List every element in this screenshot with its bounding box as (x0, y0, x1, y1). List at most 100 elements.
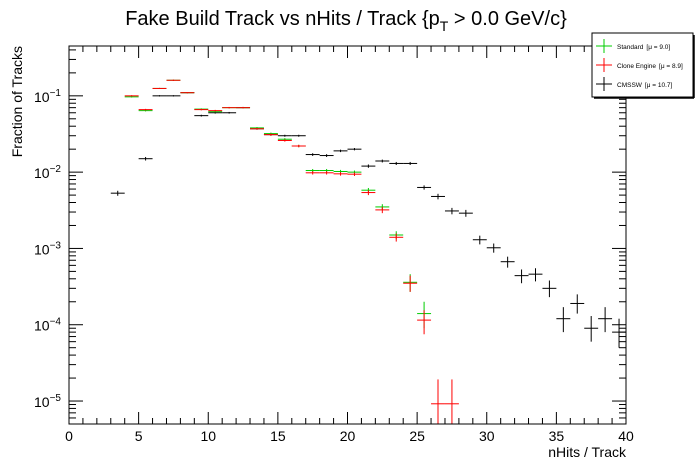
x-axis-label: nHits / Track (548, 444, 627, 460)
plot-area (110, 79, 626, 424)
legend-label: CMSSW [μ = 10.7] (617, 82, 673, 89)
data-point (277, 134, 292, 137)
data-point (417, 185, 432, 190)
data-point (598, 307, 613, 333)
x-tick-label: 25 (409, 428, 425, 444)
data-point (570, 294, 585, 314)
data-point (180, 92, 195, 94)
y-tick-label-base: 10 (34, 394, 50, 410)
x-tick-label: 40 (618, 428, 634, 444)
data-point (194, 114, 209, 117)
data-point (514, 269, 529, 284)
legend-series-mean: [μ = 8.9] (659, 63, 683, 70)
y-tick-label-exponent: −2 (50, 164, 62, 175)
chart-title: Fake Build Track vs nHits / Track {pT > … (125, 8, 567, 34)
legend-series-name: Standard (617, 44, 644, 51)
legend-series-mean: [μ = 10.7] (645, 82, 673, 89)
y-tick-label-base: 10 (34, 318, 50, 334)
data-point (277, 139, 292, 142)
x-tick-label: 30 (479, 428, 495, 444)
data-point (194, 108, 209, 111)
data-point (347, 172, 362, 176)
data-point (584, 316, 599, 342)
x-tick-label: 5 (135, 428, 143, 444)
data-point (417, 310, 432, 335)
y-tick-label: 10−1 (34, 88, 61, 105)
legend-item: Standard [μ = 9.0] (596, 39, 670, 53)
y-tick-label: 10−2 (34, 164, 61, 181)
data-point (431, 193, 445, 200)
data-point (263, 133, 278, 136)
x-tick-label: 15 (270, 428, 286, 444)
data-point (152, 87, 167, 89)
y-tick-label-base: 10 (34, 241, 50, 257)
data-point (389, 233, 404, 242)
data-point (305, 153, 320, 156)
data-point (208, 109, 223, 112)
data-point (361, 164, 376, 168)
data-point (486, 243, 501, 253)
data-point (236, 106, 251, 109)
x-tick-label: 20 (340, 428, 356, 444)
data-point (138, 108, 153, 111)
data-point (444, 207, 459, 215)
legend-item: CMSSW [μ = 10.7] (596, 77, 673, 91)
data-point (528, 268, 543, 282)
data-point (305, 171, 320, 175)
chart-title-subscript: T (440, 18, 449, 34)
data-point (291, 144, 306, 148)
data-point (500, 256, 515, 268)
data-point (166, 95, 181, 97)
legend-series-name: Clone Engine (617, 63, 656, 70)
data-point (556, 307, 571, 333)
chart-title-tail: > 0.0 GeV/c} (448, 8, 567, 30)
legend-item: Clone Engine [μ = 8.9] (596, 58, 683, 72)
data-point (124, 95, 139, 97)
y-tick-label-exponent: −1 (50, 88, 62, 99)
chart-title-main: Fake Build Track vs nHits / Track {p (125, 8, 440, 30)
data-point (431, 379, 445, 424)
legend: Standard [μ = 9.0] Clone Engine [μ = 8.9] CM… (591, 32, 695, 99)
y-tick-label-exponent: −4 (50, 317, 62, 328)
y-tick-label: 10−4 (34, 317, 61, 334)
legend-series-name: CMSSW (617, 82, 643, 89)
data-point (110, 190, 125, 196)
y-axis-label: Fraction of Tracks (9, 46, 25, 157)
legend-label: Clone Engine [μ = 8.9] (617, 63, 683, 70)
y-tick-label: 10−3 (34, 240, 61, 257)
data-point (361, 190, 376, 196)
data-point (333, 172, 348, 176)
data-point (333, 149, 348, 153)
data-point (319, 171, 334, 175)
y-tick-label-exponent: −5 (50, 393, 62, 404)
data-point (444, 379, 459, 424)
data-point (403, 161, 418, 166)
legend-series-mean: [μ = 9.0] (646, 44, 670, 51)
data-point (319, 154, 334, 157)
data-point (347, 148, 362, 151)
data-point (250, 127, 264, 130)
data-point (138, 156, 153, 161)
data-point (542, 280, 557, 298)
data-point (152, 95, 167, 97)
y-tick-label-base: 10 (34, 89, 50, 105)
x-tick-label: 10 (200, 428, 216, 444)
data-point (222, 111, 237, 114)
data-point (166, 79, 181, 81)
data-point (291, 134, 306, 137)
data-point (458, 209, 473, 217)
data-point (403, 275, 418, 292)
data-point (472, 235, 487, 245)
y-tick-label-base: 10 (34, 165, 50, 181)
x-tick-label: 35 (549, 428, 565, 444)
data-point (375, 206, 390, 214)
series-clone-engine (124, 79, 459, 424)
data-point (375, 159, 390, 163)
legend-label: Standard [μ = 9.0] (617, 44, 670, 51)
data-point (222, 106, 237, 109)
y-tick-label: 10−5 (34, 393, 61, 410)
x-tick-label: 0 (65, 428, 73, 444)
data-point (389, 161, 404, 166)
